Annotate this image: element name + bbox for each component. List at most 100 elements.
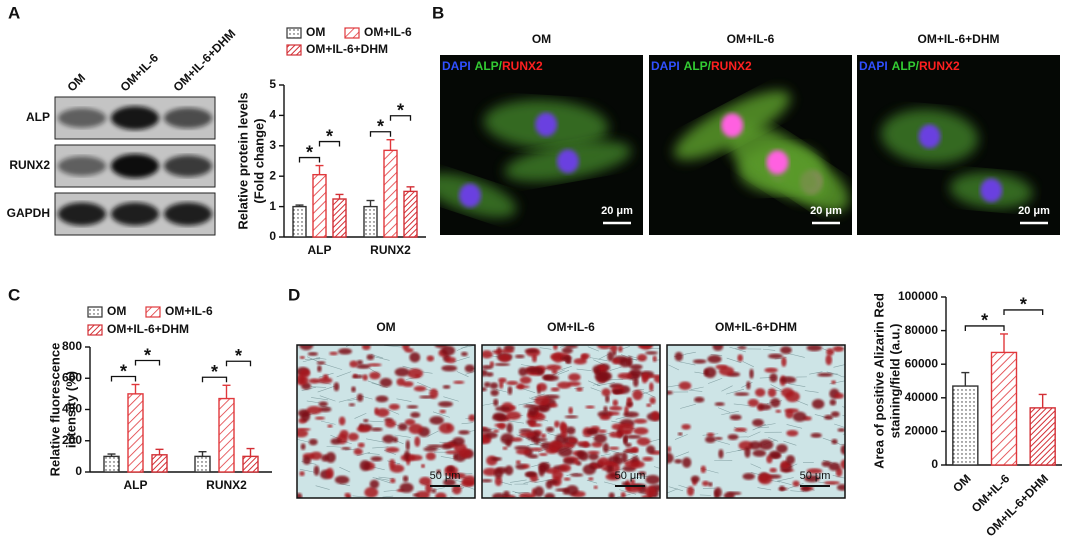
deposit	[366, 354, 375, 361]
bar	[103, 455, 120, 473]
deposit	[729, 414, 742, 421]
deposit	[348, 403, 356, 407]
fiber	[702, 487, 716, 489]
nucleus	[980, 178, 1003, 203]
y-tick-label: 60000	[905, 356, 939, 370]
deposit	[325, 467, 334, 479]
deposit	[443, 478, 456, 487]
deposit	[435, 492, 447, 498]
fiber	[394, 434, 411, 438]
deposit	[515, 460, 521, 465]
deposit	[498, 354, 511, 363]
deposit	[327, 424, 333, 428]
fiber	[747, 431, 761, 438]
bar	[242, 455, 259, 473]
deposit	[419, 395, 434, 399]
deposit	[425, 482, 433, 494]
deposit	[439, 409, 447, 414]
fiber	[561, 366, 572, 370]
blot-band	[111, 154, 159, 178]
panel-label: D	[288, 285, 300, 304]
deposit	[308, 438, 318, 446]
bar	[194, 455, 211, 473]
fiber	[324, 363, 343, 370]
stain-part: /	[499, 59, 503, 73]
deposit	[389, 464, 405, 473]
fiber	[326, 446, 341, 448]
deposit	[370, 456, 383, 462]
deposit	[298, 375, 309, 385]
deposit	[752, 449, 767, 457]
deposit	[515, 448, 531, 455]
legend-swatch	[286, 44, 302, 56]
blot-band	[164, 202, 212, 226]
deposit	[353, 448, 363, 455]
deposit	[758, 439, 774, 450]
deposit	[742, 473, 755, 480]
deposit	[447, 465, 455, 474]
fiber	[763, 423, 776, 426]
fiber	[768, 436, 779, 442]
deposit	[330, 438, 342, 445]
fiber	[557, 370, 570, 375]
deposit	[408, 423, 423, 434]
deposit	[694, 396, 705, 403]
deposit	[522, 463, 530, 469]
deposit	[490, 389, 499, 397]
deposit	[565, 426, 576, 435]
protein-label: GAPDH	[7, 206, 50, 220]
deposit	[317, 365, 322, 373]
deposit	[493, 412, 506, 420]
deposit	[548, 403, 558, 408]
deposit	[681, 423, 691, 430]
deposit	[714, 402, 725, 407]
deposit	[639, 345, 653, 350]
fiber	[440, 456, 455, 460]
deposit	[781, 387, 794, 398]
deposit	[405, 440, 411, 451]
fiber	[443, 396, 459, 402]
fiber	[826, 371, 841, 376]
deposit	[830, 411, 840, 418]
deposit	[744, 446, 751, 458]
deposit	[755, 388, 766, 397]
significance-bracket	[110, 375, 137, 382]
deposit	[313, 465, 320, 476]
deposit	[415, 374, 420, 378]
fiber	[317, 385, 336, 393]
deposit	[784, 408, 799, 413]
deposit	[544, 493, 556, 498]
fiber	[316, 357, 327, 360]
deposit	[642, 372, 650, 381]
fiber	[783, 440, 797, 446]
deposit	[505, 438, 512, 447]
deposit	[593, 433, 607, 444]
deposit	[438, 401, 453, 408]
image-frame	[481, 344, 661, 499]
fiber	[345, 345, 351, 347]
deposit	[718, 366, 735, 376]
deposit	[333, 382, 340, 392]
significance-bracket	[298, 156, 321, 163]
deposit	[442, 384, 451, 389]
fiber	[510, 479, 527, 483]
deposit	[468, 414, 475, 422]
deposit	[582, 464, 597, 475]
deposit	[626, 356, 633, 368]
deposit	[557, 447, 573, 457]
fiber	[551, 369, 565, 376]
fiber	[674, 434, 688, 440]
blot-band	[58, 202, 106, 226]
fiber	[809, 371, 823, 375]
deposit	[588, 452, 599, 461]
deposit	[412, 493, 420, 497]
fiber	[762, 348, 776, 351]
deposit	[705, 436, 716, 444]
fiber	[667, 488, 678, 494]
deposit	[704, 367, 717, 378]
fiber	[729, 346, 746, 353]
fiber	[520, 364, 534, 368]
deposit	[690, 475, 700, 483]
deposit	[493, 398, 499, 407]
